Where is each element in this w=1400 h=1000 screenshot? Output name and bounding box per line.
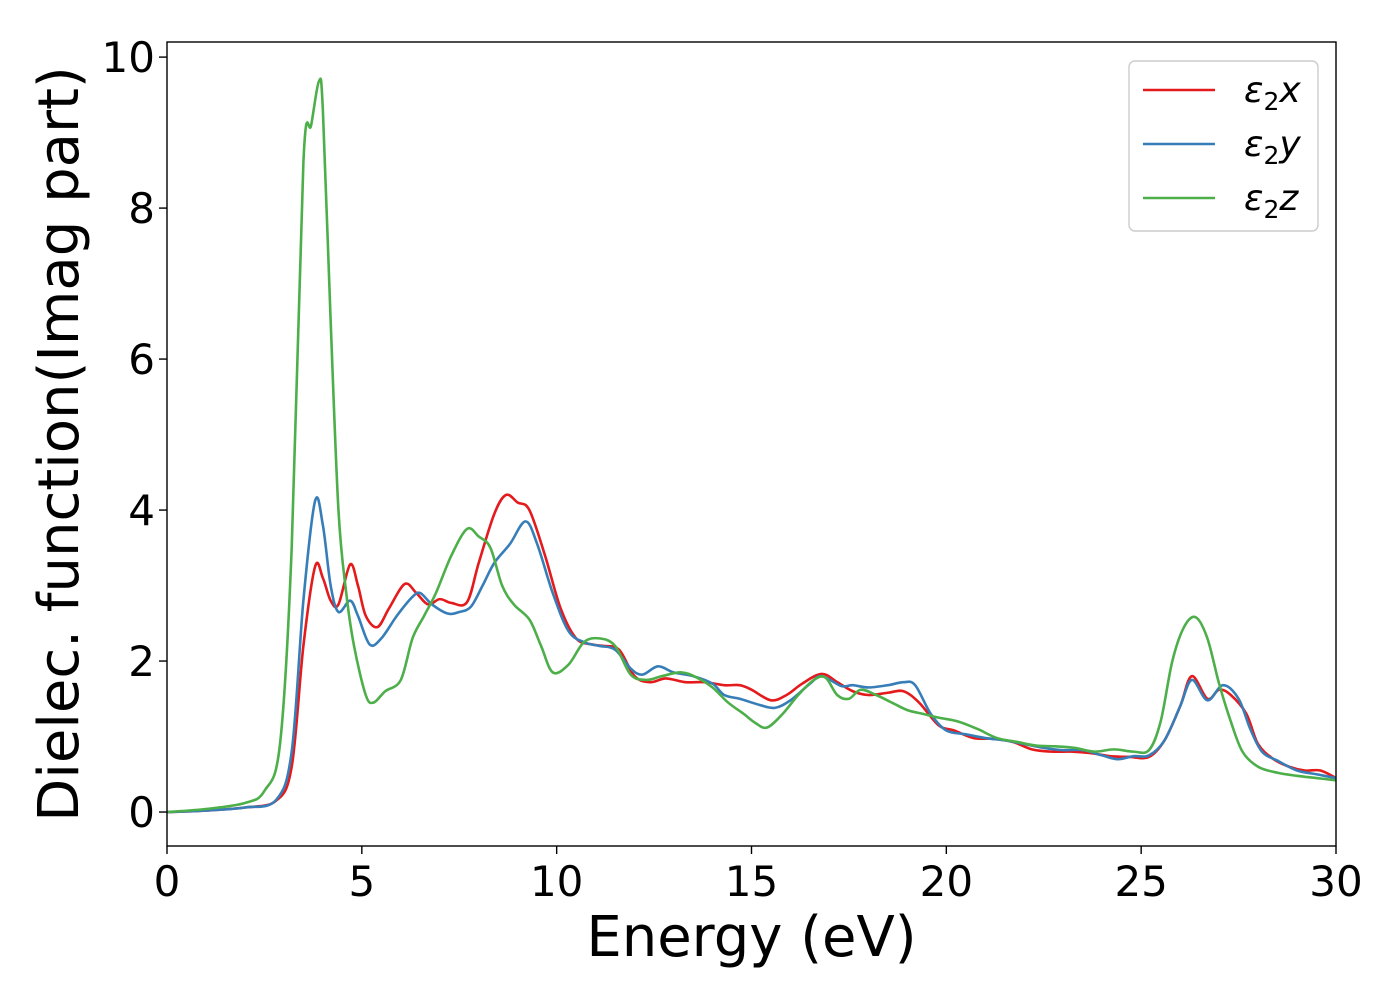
x-tick-label: 15 [725,857,778,906]
x-tick-label: 20 [920,857,973,906]
y-tick-label: 6 [128,335,155,384]
series-line-x [167,493,1336,814]
series-line-z [167,77,1336,814]
y-tick-label: 0 [128,788,155,837]
legend: ε2x ε2y ε2z [1128,60,1319,232]
legend-label: ε2x [1244,70,1301,116]
x-tick-label: 0 [154,857,181,906]
x-tick-label: 25 [1114,857,1167,906]
y-tick-label: 2 [128,637,155,686]
legend-box [1128,60,1319,232]
y-axis-label: Dielec. function(Imag part) [27,66,92,822]
legend-label: ε2y [1244,124,1301,170]
series-line-y [167,496,1336,814]
legend-label: ε2z [1244,178,1299,224]
x-axis-label: Energy (eV) [586,905,916,970]
y-tick-label: 4 [128,486,155,535]
y-tick-label: 10 [102,33,155,82]
x-axis-ticks: 0 5 10 15 20 25 30 [154,846,1363,906]
x-tick-label: 5 [348,857,375,906]
y-tick-label: 8 [128,184,155,233]
x-tick-label: 10 [530,857,583,906]
x-tick-label: 30 [1309,857,1362,906]
series-layer [167,77,1336,814]
y-axis-ticks: 0 2 4 6 8 10 [102,33,167,837]
